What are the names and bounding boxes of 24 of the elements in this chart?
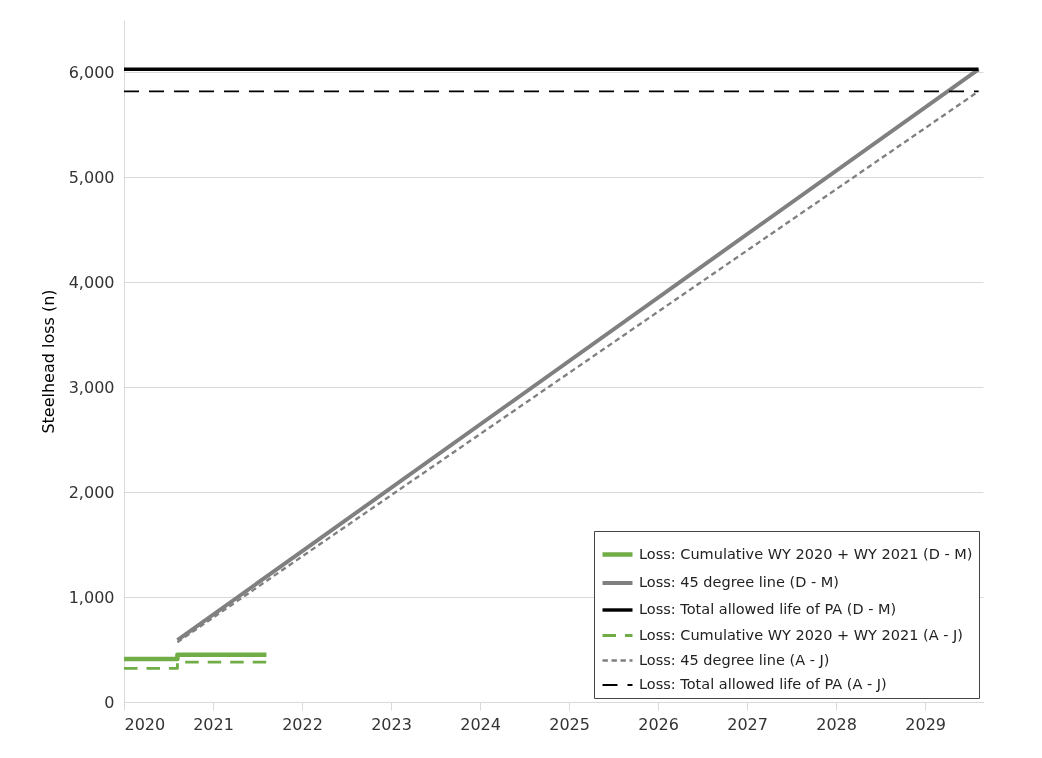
x-tick-label: 2028 (816, 714, 857, 734)
y-tick-label: 0 (104, 692, 115, 712)
x-tick-label: 2026 (638, 714, 679, 734)
x-tick-label: 2021 (193, 714, 234, 734)
y-tick-label: 1,000 (68, 587, 115, 607)
legend-label: Loss: 45 degree line (D - M) (639, 574, 839, 590)
legend-label: Loss: Cumulative WY 2020 + WY 2021 (A - J) (639, 626, 964, 643)
x-tick-label: 2029 (905, 714, 946, 734)
x-tick-label: 2023 (371, 714, 412, 734)
x-tick-label: 2027 (727, 714, 768, 734)
x-tick-label: 2022 (282, 714, 323, 734)
legend-label: Loss: Total allowed life of PA (D - M) (639, 601, 897, 617)
legend-label: Loss: 45 degree line (A - J) (639, 651, 830, 668)
y-tick-label: 2,000 (68, 482, 115, 502)
legend-label: Loss: Total allowed life of PA (A - J) (639, 676, 887, 692)
y-axis-title: Steelhead loss (n) (38, 289, 58, 434)
x-tick-label: 2024 (460, 714, 501, 734)
x-tick-label: 2020 (124, 714, 166, 734)
y-tick-label: 3,000 (68, 377, 115, 397)
legend-label: Loss: Cumulative WY 2020 + WY 2021 (D - M) (639, 545, 973, 562)
y-tick-label: 4,000 (68, 272, 115, 292)
y-tick-label: 6,000 (68, 62, 115, 82)
y-tick-label: 5,000 (68, 167, 115, 187)
x-tick-label: 2025 (549, 714, 590, 734)
